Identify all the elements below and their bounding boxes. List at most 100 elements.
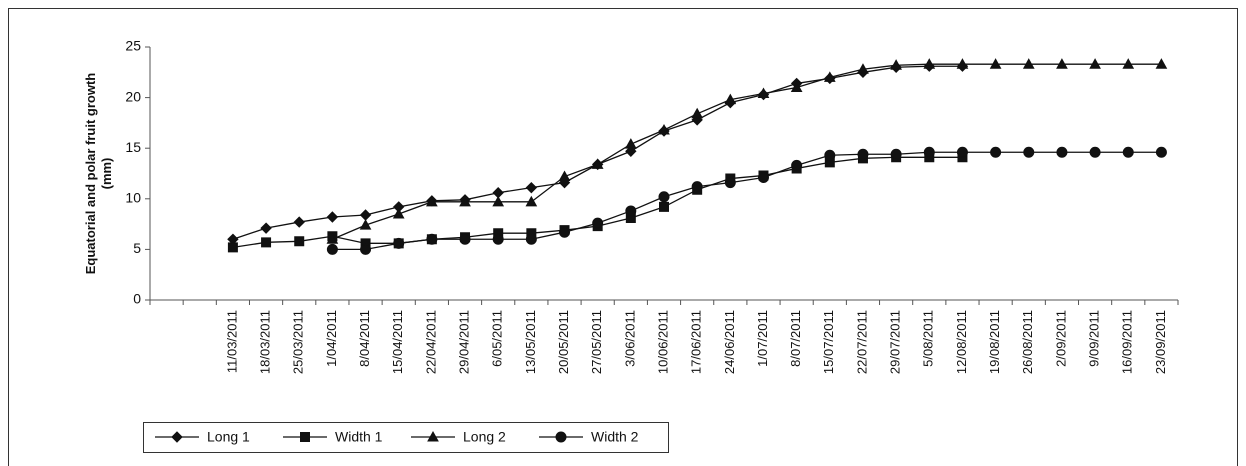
series-marker	[393, 237, 405, 249]
series-marker	[1056, 146, 1068, 158]
x-tick-label: 1/04/2011	[324, 310, 339, 367]
series-marker	[326, 211, 339, 223]
legend-marker	[427, 430, 439, 442]
series-marker	[857, 63, 869, 74]
y-tick-label: 25	[125, 38, 141, 54]
series-marker	[1155, 58, 1168, 69]
x-tick-label: 27/05/2011	[589, 310, 604, 374]
series-marker	[360, 243, 372, 255]
legend-label: Width 2	[591, 429, 639, 445]
series-marker	[326, 243, 338, 255]
series-marker	[492, 195, 505, 207]
x-tick-label: 24/06/2011	[722, 310, 737, 374]
series-marker	[558, 170, 571, 182]
legend-label: Long 1	[207, 429, 250, 445]
y-tick-label: 15	[125, 139, 141, 155]
series-marker	[293, 216, 305, 228]
series-marker	[890, 148, 902, 160]
series-marker	[790, 81, 803, 92]
series-marker	[1056, 58, 1068, 69]
y-axis-label: Equatorial and polar fruit growth(mm)	[83, 73, 114, 275]
x-tick-label: 29/07/2011	[888, 310, 903, 374]
series-marker	[625, 145, 637, 157]
series-marker	[956, 58, 969, 69]
x-tick-label: 16/09/2011	[1120, 310, 1135, 374]
series-line	[332, 63, 1162, 240]
series-marker	[492, 233, 504, 245]
x-tick-label: 20/05/2011	[556, 310, 571, 374]
y-axis-label-line: Equatorial and polar fruit growth	[83, 73, 98, 275]
series-marker	[1155, 146, 1167, 158]
y-tick-label: 0	[133, 291, 141, 307]
series-marker	[459, 233, 471, 245]
series-marker	[724, 177, 736, 189]
x-tick-label: 19/08/2011	[987, 310, 1002, 374]
series-marker	[426, 233, 438, 245]
series-marker	[591, 158, 604, 169]
x-tick-label: 9/09/2011	[1087, 310, 1102, 367]
series-marker	[823, 71, 836, 82]
series-marker	[1089, 58, 1101, 69]
series-marker	[426, 195, 438, 207]
series-marker	[757, 87, 770, 99]
series-marker	[625, 205, 637, 217]
series-marker	[392, 207, 405, 219]
series-marker	[691, 107, 704, 119]
series-marker	[923, 146, 935, 158]
x-tick-label: 10/06/2011	[655, 310, 670, 374]
legend-marker	[171, 431, 183, 443]
series-marker	[294, 236, 305, 247]
series-marker	[359, 209, 372, 221]
legend-label: Width 1	[335, 429, 383, 445]
x-tick-label: 1/07/2011	[755, 310, 770, 367]
y-tick-label: 5	[133, 240, 141, 256]
x-tick-label: 6/05/2011	[490, 310, 505, 367]
series-marker	[624, 138, 637, 149]
series-marker	[658, 191, 670, 203]
series-marker	[659, 201, 669, 212]
x-tick-label: 26/08/2011	[1020, 310, 1035, 374]
series-marker	[525, 195, 538, 207]
series-marker	[757, 172, 769, 184]
y-tick-label: 10	[125, 190, 141, 206]
legend-marker	[300, 432, 310, 442]
x-tick-label: 23/09/2011	[1153, 310, 1168, 374]
series-marker	[890, 59, 902, 70]
x-tick-label: 18/03/2011	[258, 310, 273, 374]
x-tick-label: 17/06/2011	[689, 310, 704, 374]
series-marker	[525, 233, 537, 245]
series-marker	[525, 181, 538, 194]
legend-marker	[555, 431, 567, 443]
series-marker	[1022, 58, 1035, 69]
x-tick-label: 3/06/2011	[622, 310, 637, 367]
series-marker	[691, 181, 703, 193]
series-line	[232, 65, 963, 240]
x-tick-label: 11/03/2011	[224, 310, 239, 373]
x-tick-label: 29/04/2011	[456, 310, 471, 374]
series-marker	[791, 159, 803, 171]
series-marker	[1122, 146, 1134, 158]
series-marker	[227, 242, 238, 253]
x-tick-label: 12/08/2011	[954, 310, 969, 374]
series-marker	[824, 149, 836, 161]
x-tick-label: 22/07/2011	[854, 310, 869, 374]
series-marker	[724, 93, 737, 105]
x-tick-label: 2/09/2011	[1053, 310, 1068, 367]
x-tick-label: 22/04/2011	[423, 310, 438, 374]
x-tick-label: 25/03/2011	[291, 310, 306, 374]
series-marker	[326, 233, 339, 244]
x-tick-label: 13/05/2011	[523, 310, 538, 374]
series-marker	[559, 226, 571, 238]
series-marker	[1089, 146, 1101, 158]
legend-label: Long 2	[463, 429, 506, 445]
series-marker	[1122, 58, 1135, 69]
series-marker	[359, 219, 372, 230]
series-marker	[923, 58, 936, 69]
series-marker	[989, 58, 1002, 69]
x-tick-label: 15/07/2011	[821, 310, 836, 374]
x-tick-label: 5/08/2011	[921, 310, 936, 367]
chart-frame	[8, 8, 1238, 466]
y-axis-label-line: (mm)	[99, 158, 114, 190]
series-marker	[592, 217, 604, 229]
series-marker	[260, 222, 272, 234]
